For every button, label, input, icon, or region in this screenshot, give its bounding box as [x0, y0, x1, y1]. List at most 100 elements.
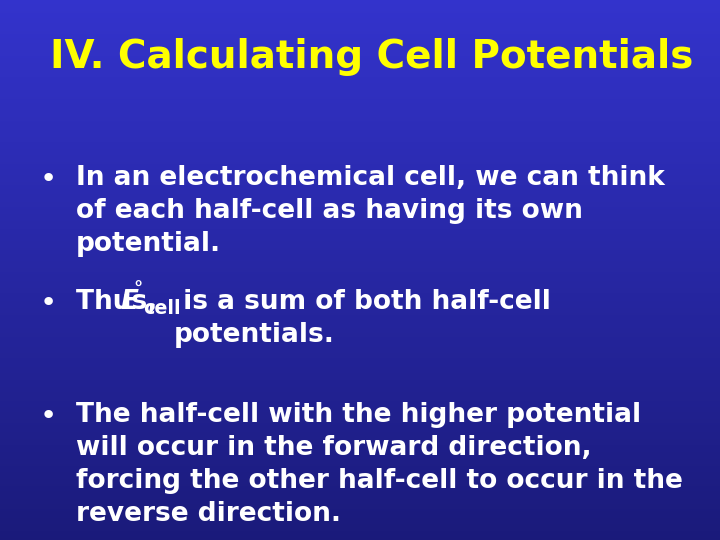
Bar — [0, 274, 720, 275]
Bar — [0, 189, 720, 191]
Bar — [0, 126, 720, 128]
Bar — [0, 336, 720, 339]
Bar — [0, 389, 720, 390]
Bar — [0, 297, 720, 299]
Bar — [0, 508, 720, 509]
Bar — [0, 369, 720, 371]
Bar — [0, 184, 720, 185]
Bar — [0, 309, 720, 312]
Bar — [0, 378, 720, 380]
Bar — [0, 124, 720, 126]
Bar — [0, 400, 720, 401]
Bar — [0, 58, 720, 59]
Bar — [0, 38, 720, 39]
Bar — [0, 218, 720, 220]
Bar — [0, 120, 720, 123]
Bar — [0, 452, 720, 454]
Bar — [0, 147, 720, 150]
Bar — [0, 390, 720, 393]
Bar — [0, 76, 720, 77]
Bar — [0, 155, 720, 157]
Bar — [0, 70, 720, 72]
Bar — [0, 90, 720, 92]
Bar — [0, 513, 720, 515]
Bar — [0, 31, 720, 32]
Bar — [0, 22, 720, 23]
Bar — [0, 293, 720, 295]
Bar — [0, 7, 720, 9]
Bar — [0, 117, 720, 119]
Bar — [0, 423, 720, 425]
Bar — [0, 529, 720, 531]
Bar — [0, 441, 720, 443]
Bar — [0, 443, 720, 444]
Bar — [0, 248, 720, 250]
Bar — [0, 69, 720, 70]
Bar — [0, 227, 720, 228]
Bar — [0, 34, 720, 36]
Bar — [0, 231, 720, 232]
Bar — [0, 403, 720, 405]
Bar — [0, 313, 720, 315]
Bar — [0, 528, 720, 529]
Bar — [0, 232, 720, 234]
Bar — [0, 259, 720, 261]
Bar — [0, 198, 720, 200]
Bar — [0, 477, 720, 479]
Text: °: ° — [133, 281, 143, 299]
Bar — [0, 490, 720, 491]
Bar — [0, 346, 720, 347]
Bar — [0, 436, 720, 437]
Bar — [0, 180, 720, 182]
Text: Thus,: Thus, — [76, 289, 166, 315]
Bar — [0, 151, 720, 153]
Bar — [0, 238, 720, 239]
Bar — [0, 263, 720, 265]
Bar — [0, 324, 720, 326]
Bar — [0, 301, 720, 302]
Bar — [0, 177, 720, 178]
Bar — [0, 247, 720, 248]
Bar — [0, 245, 720, 247]
Bar — [0, 167, 720, 169]
Bar — [0, 405, 720, 407]
Bar — [0, 486, 720, 488]
Bar — [0, 200, 720, 201]
Bar — [0, 212, 720, 214]
Bar — [0, 524, 720, 525]
Bar — [0, 140, 720, 142]
Bar — [0, 104, 720, 106]
Bar — [0, 11, 720, 12]
Bar — [0, 279, 720, 281]
Bar — [0, 427, 720, 428]
Bar — [0, 106, 720, 108]
Bar — [0, 335, 720, 336]
Bar — [0, 178, 720, 180]
Bar — [0, 74, 720, 76]
Bar — [0, 220, 720, 221]
Bar — [0, 474, 720, 475]
Bar — [0, 286, 720, 288]
Bar — [0, 531, 720, 533]
Bar — [0, 471, 720, 474]
Bar — [0, 250, 720, 252]
Bar — [0, 187, 720, 189]
Bar — [0, 421, 720, 423]
Bar — [0, 308, 720, 309]
Bar — [0, 103, 720, 104]
Bar — [0, 205, 720, 207]
Bar — [0, 272, 720, 274]
Bar — [0, 525, 720, 528]
Bar — [0, 299, 720, 301]
Bar — [0, 101, 720, 103]
Bar — [0, 27, 720, 29]
Bar — [0, 493, 720, 495]
Bar — [0, 420, 720, 421]
Bar — [0, 347, 720, 349]
Bar — [0, 373, 720, 374]
Bar — [0, 444, 720, 447]
Bar — [0, 382, 720, 383]
Bar — [0, 288, 720, 290]
Bar — [0, 96, 720, 97]
Bar — [0, 164, 720, 166]
